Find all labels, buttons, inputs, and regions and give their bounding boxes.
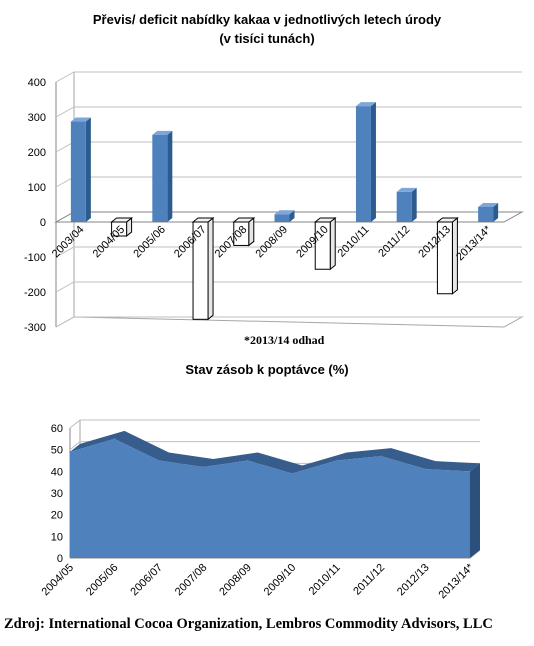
bar-side — [207, 216, 214, 321]
bar-front — [436, 221, 453, 295]
area-point-2012/13 — [424, 468, 427, 470]
bar-y-tick-label: -300 — [24, 322, 46, 334]
bar-2011/12 — [396, 187, 417, 222]
bar-y-tick-label: -100 — [24, 252, 46, 264]
bar-chart-subtitle: (v tisíci tunách) — [219, 31, 315, 46]
bar-gridline — [55, 71, 522, 83]
bar-front — [396, 191, 412, 222]
area-point-2013/14* — [469, 470, 471, 473]
area-x-tick-label: 2007/08 — [173, 562, 210, 599]
bar-gridline — [55, 281, 522, 293]
bar-2012/13 — [435, 216, 459, 295]
bar-x-tick-label: 2005/06 — [131, 224, 168, 261]
bar-front — [314, 221, 331, 270]
bar-front — [152, 134, 168, 222]
area-x-tick-label: 2010/11 — [307, 562, 343, 598]
area-x-tick-label: 2008/09 — [217, 562, 254, 599]
bar-front — [192, 221, 209, 320]
area-point-2010/11 — [335, 459, 338, 462]
area-x-tick-label: 2005/06 — [84, 562, 121, 599]
bar-gridline — [55, 176, 522, 188]
area-point-2011/12 — [380, 455, 382, 457]
area-x-tick-label: 2009/10 — [262, 562, 299, 599]
area-gridline — [69, 441, 480, 451]
bar-2013/14* — [478, 202, 499, 222]
area-point-2008/09 — [246, 459, 249, 462]
area-series — [70, 438, 470, 558]
bar-x-tick-label: 2004/05 — [91, 224, 128, 261]
estimate-note: *2013/14 odhad — [244, 333, 325, 347]
bar-zero-plane — [54, 211, 524, 223]
bar-chart-title: Převis/ deficit nabídky kakaa v jednotli… — [92, 12, 442, 27]
bar-y-tick-label: 300 — [28, 112, 46, 124]
bar-2005/06 — [152, 130, 173, 222]
bar-side — [370, 102, 376, 222]
bar-x-tick-label: 2008/09 — [254, 224, 291, 261]
bar-x-tick-label: 2011/12 — [376, 224, 412, 260]
bar-2009/10 — [313, 216, 337, 271]
area-x-tick-label: 2004/05 — [40, 562, 77, 599]
bar-side — [167, 130, 173, 222]
area-x-tick-label: 2012/13 — [395, 562, 432, 599]
bar-side — [411, 187, 417, 222]
bar-front — [111, 221, 128, 237]
bar-top — [70, 117, 91, 122]
area-gridline — [69, 419, 480, 429]
bar-top — [478, 202, 499, 207]
bar-2004/05 — [110, 216, 134, 238]
area-side-face — [470, 463, 480, 558]
bar-2008/09 — [274, 210, 295, 222]
area-y-tick-label: 10 — [51, 531, 63, 543]
bar-top — [274, 210, 295, 215]
area-point-2009/10 — [291, 472, 294, 475]
bar-front — [355, 106, 371, 222]
bar-top — [355, 102, 376, 107]
bar-2006/07 — [191, 216, 215, 321]
bar-side — [493, 202, 499, 222]
bar-x-tick-label: 2013/14* — [454, 223, 494, 263]
bar-top — [396, 187, 417, 192]
bar-side — [329, 216, 336, 271]
bar-gridline — [55, 141, 522, 153]
area-y-tick-label: 40 — [51, 466, 63, 478]
source-note: Zdroj: International Cocoa Organization,… — [4, 616, 493, 632]
area-point-2005/06 — [113, 438, 116, 440]
area-point-2006/07 — [158, 459, 160, 462]
bar-side — [85, 117, 91, 222]
area-x-tick-label: 2011/12 — [351, 562, 387, 598]
bar-y-tick-label: 400 — [28, 77, 46, 89]
bar-front — [70, 121, 86, 222]
bar-y-tick-label: 200 — [28, 147, 46, 159]
area-point-2004/05 — [69, 451, 71, 453]
bar-y-tick-label: -200 — [24, 287, 46, 299]
bar-x-tick-label: 2010/11 — [336, 224, 372, 260]
area-x-tick-label: 2006/07 — [128, 562, 165, 599]
area-chart-title: Stav zásob k poptávce (%) — [185, 362, 349, 377]
bar-side — [248, 216, 255, 247]
bar-2003/04 — [70, 117, 91, 222]
bar-y-tick-label: 0 — [40, 217, 46, 229]
area-top-surface — [70, 430, 480, 474]
area-y-tick-label: 60 — [51, 423, 63, 435]
bar-y-tick-label: 100 — [28, 182, 46, 194]
area-y-tick-label: 50 — [51, 445, 63, 457]
area-y-tick-label: 20 — [51, 510, 63, 522]
area-point-2007/08 — [202, 466, 205, 468]
bar-gridline — [55, 316, 522, 328]
bar-front — [233, 221, 250, 246]
area-x-tick-label: 2013/14* — [436, 561, 476, 601]
bar-x-tick-label: 2003/04 — [50, 224, 87, 261]
bar-front — [478, 206, 494, 222]
bar-front — [274, 214, 290, 222]
bar-gridline — [55, 246, 522, 258]
bar-2010/11 — [355, 102, 376, 222]
bar-top — [152, 130, 173, 135]
area-y-tick-label: 0 — [57, 553, 63, 565]
bar-side — [289, 210, 295, 222]
bar-2007/08 — [232, 216, 256, 247]
area-y-tick-label: 30 — [51, 488, 63, 500]
bar-gridline — [55, 106, 522, 118]
